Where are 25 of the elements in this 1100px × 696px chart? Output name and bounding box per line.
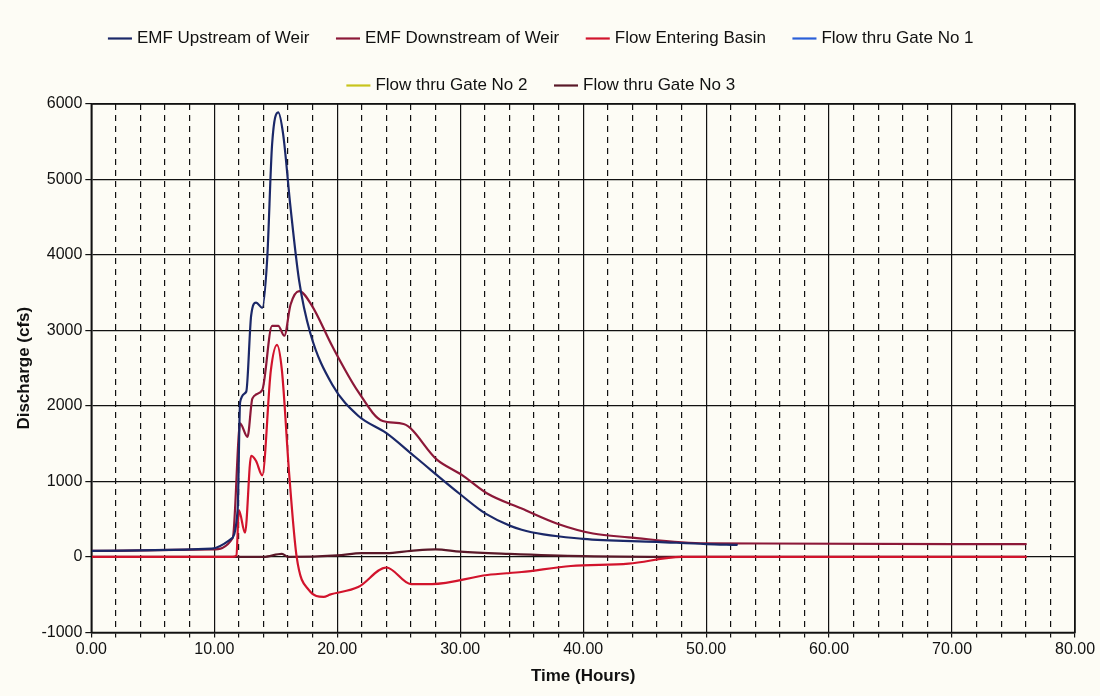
x-tick-label: 10.00 <box>194 640 235 658</box>
legend-label: EMF Upstream of Weir <box>136 28 310 48</box>
y-tick-label: 2000 <box>46 396 83 414</box>
y-tick-label: 6000 <box>46 94 83 112</box>
y-tick-label: 3000 <box>46 320 83 338</box>
x-tick-label: 50.00 <box>686 640 727 658</box>
legend-label: Flow thru Gate No 2 <box>375 75 528 95</box>
x-tick-label: 30.00 <box>440 640 481 658</box>
y-tick-label: 4000 <box>46 245 83 263</box>
x-tick-label: 80.00 <box>1054 640 1096 658</box>
y-axis-title: Discharge (cfs) <box>13 306 33 430</box>
legend-label: EMF Downstream of Weir <box>364 28 560 48</box>
x-tick-label: 60.00 <box>809 640 850 658</box>
y-tick-label: 0 <box>73 547 83 565</box>
x-tick-label: 70.00 <box>932 640 973 658</box>
x-axis-title: Time (Hours) <box>530 666 636 686</box>
y-tick-label: 1000 <box>46 471 83 489</box>
legend-label: Flow Entering Basin <box>614 28 766 48</box>
x-tick-label: 0.00 <box>75 640 107 658</box>
y-tick-label: 5000 <box>46 169 83 187</box>
legend-label: Flow thru Gate No 1 <box>821 28 974 48</box>
y-tick-label: -1000 <box>41 622 83 640</box>
x-tick-label: 20.00 <box>317 640 358 658</box>
x-tick-label: 40.00 <box>563 640 604 658</box>
legend-label: Flow thru Gate No 3 <box>583 75 736 95</box>
